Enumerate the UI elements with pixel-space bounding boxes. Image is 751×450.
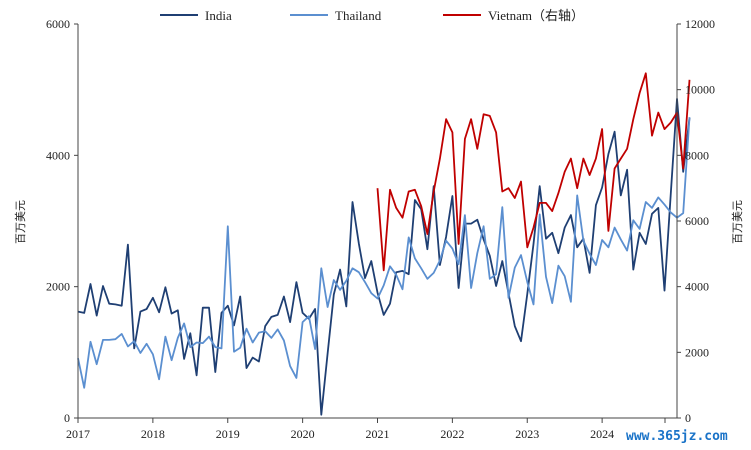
y-left-tick-label: 0 (64, 411, 70, 425)
y-left-tick-label: 4000 (46, 148, 70, 162)
x-tick-label: 2018 (141, 427, 165, 441)
legend-label: Vietnam（右轴） (488, 8, 584, 23)
legend-label: Thailand (335, 8, 382, 23)
y-right-tick-label: 12000 (685, 17, 715, 31)
legend: India Thailand Vietnam（右轴） (160, 8, 584, 23)
legend-label: India (205, 8, 232, 23)
y-right-tick-label: 2000 (685, 345, 709, 359)
x-tick-label: 2023 (515, 427, 539, 441)
x-tick-label: 2019 (216, 427, 240, 441)
y-axis-left-title: 百万美元 (14, 200, 27, 244)
x-tick-label: 2021 (366, 427, 390, 441)
y-left-tick-label: 2000 (46, 280, 70, 294)
series-lines (77, 72, 691, 416)
y-right-tick-label: 4000 (685, 280, 709, 294)
x-tick-label: 2020 (291, 427, 315, 441)
y-right-tick-label: 10000 (685, 83, 715, 97)
x-tick-label: 2022 (440, 427, 464, 441)
series-line-india (77, 98, 691, 416)
series-line-vietnam (376, 72, 691, 272)
watermark-text: www.365jz.com (626, 429, 728, 444)
y-right-tick-label: 8000 (685, 148, 709, 162)
series-line-thailand (77, 117, 691, 389)
y-right-tick-label: 0 (685, 411, 691, 425)
y-left-tick-label: 6000 (46, 17, 70, 31)
axes: 0 2000 4000 6000 0 2000 4000 6000 8000 10000 12000… (46, 17, 715, 441)
x-tick-label: 2024 (590, 427, 614, 441)
y-axis-right-title: 百万美元 (731, 200, 744, 244)
y-right-tick-label: 6000 (685, 214, 709, 228)
x-tick-label: 2017 (66, 427, 90, 441)
